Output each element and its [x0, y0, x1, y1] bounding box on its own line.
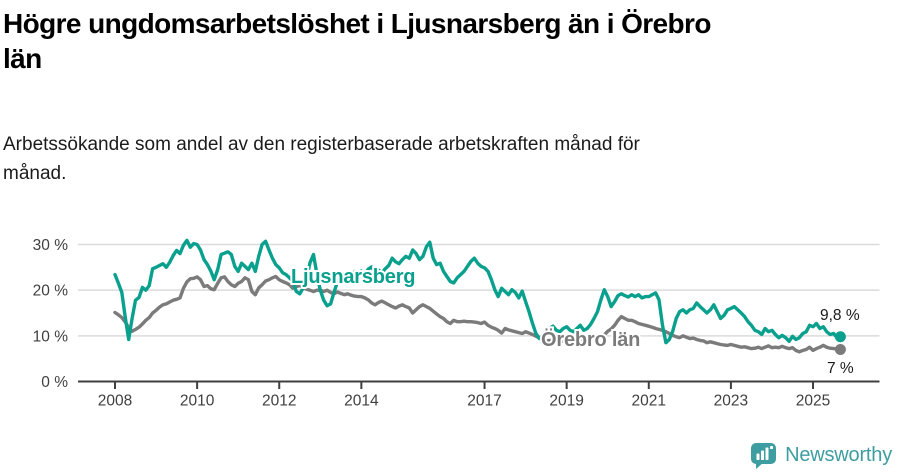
- x-tick-label: 2021: [632, 393, 666, 410]
- x-tick-label: 2014: [344, 393, 379, 410]
- page-title-line2: län: [3, 43, 42, 74]
- page-subtitle-line1: Arbetssökande som andel av den registerb…: [3, 134, 640, 155]
- end-dot--rebro-l-n: [834, 344, 846, 356]
- x-tick-label: 2008: [98, 393, 132, 410]
- line-ljusnarsberg: [113, 238, 843, 345]
- y-tick-label: 10 %: [33, 328, 69, 345]
- x-tick-label: 2017: [467, 393, 501, 410]
- x-tick-label: 2023: [714, 393, 748, 410]
- x-tick-label: 2010: [180, 393, 215, 410]
- end-value-label: 7 %: [827, 360, 854, 377]
- line--rebro-l-n: [113, 274, 843, 354]
- page-title-line1: Högre ungdomsarbetslöshet i Ljusnarsberg…: [3, 8, 711, 39]
- x-tick-label: 2012: [262, 393, 296, 410]
- page-subtitle-line2: månad.: [3, 163, 67, 184]
- x-tick-label: 2019: [549, 393, 583, 410]
- y-tick-label: 20 %: [33, 283, 69, 300]
- page-title: Högre ungdomsarbetslöshet i Ljusnarsberg…: [3, 6, 887, 76]
- page-subtitle: Arbetssökande som andel av den registerb…: [3, 130, 843, 188]
- y-tick-label: 0 %: [41, 374, 68, 391]
- newsworthy-logo[interactable]: Newsworthy: [750, 441, 892, 469]
- end-dot-ljusnarsberg: [834, 331, 846, 343]
- newsworthy-pin-icon: [751, 443, 777, 469]
- x-tick-label: 2025: [796, 393, 830, 410]
- series-label: Örebro län: [541, 328, 640, 351]
- series-label: Ljusnarsberg: [291, 266, 415, 288]
- newsworthy-brand-text: Newsworthy: [785, 443, 892, 466]
- end-value-label: 9,8 %: [820, 307, 860, 324]
- y-tick-label: 30 %: [33, 237, 69, 254]
